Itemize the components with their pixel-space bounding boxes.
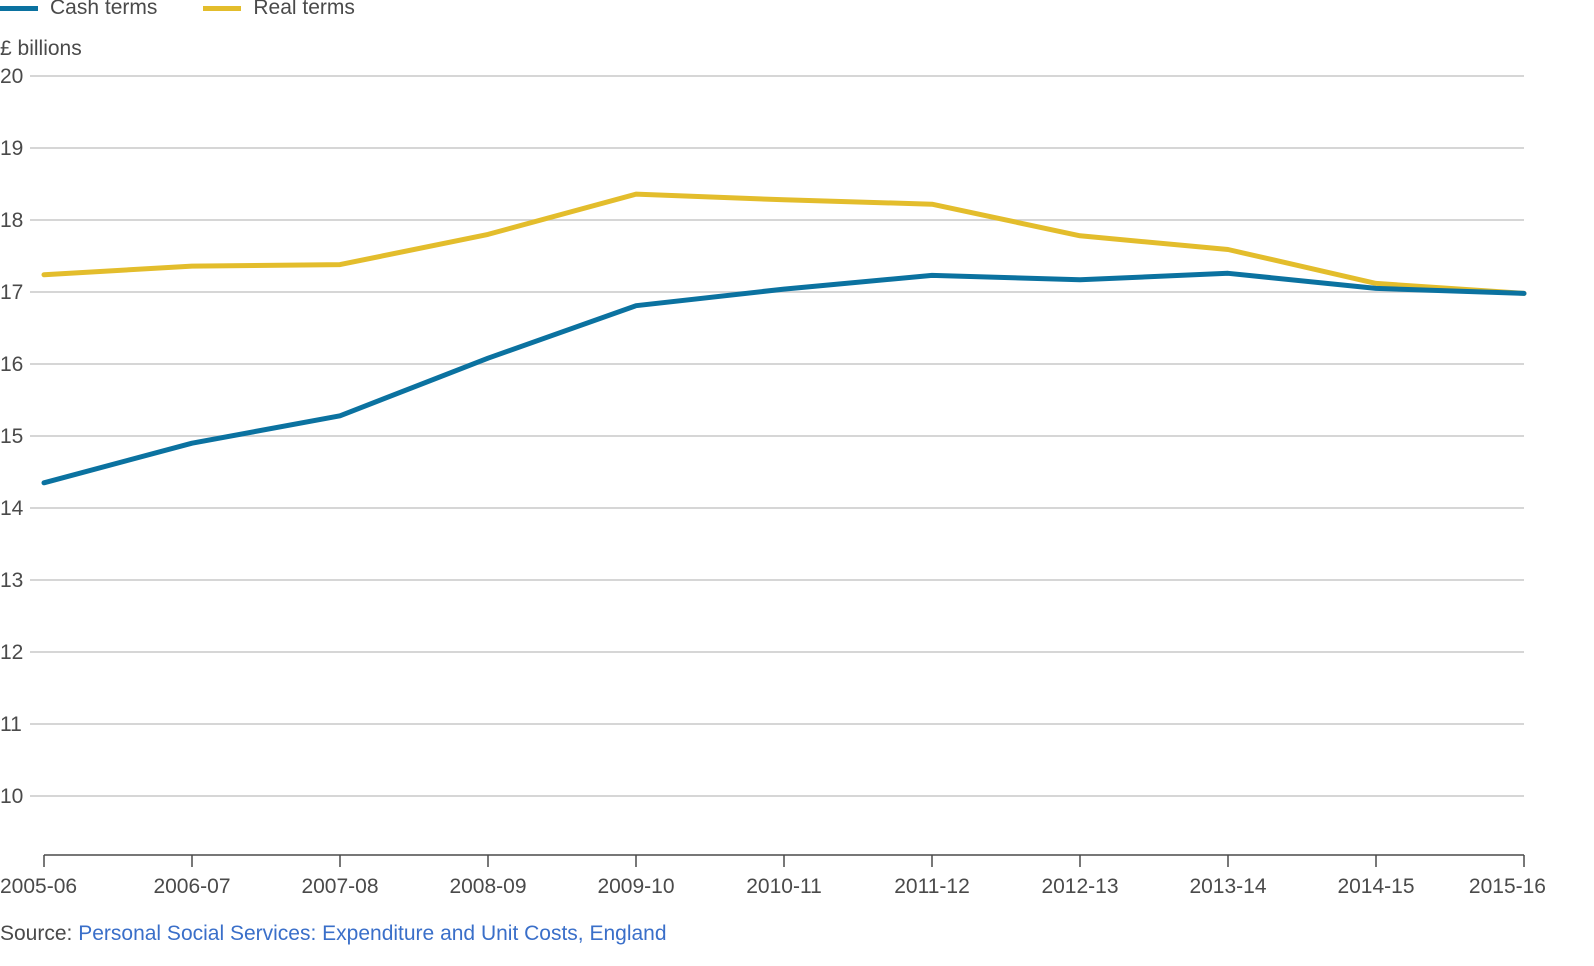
x-tick-label-2014-15: 2014-15 [1337, 875, 1414, 898]
legend-item-cash: Cash terms [0, 0, 157, 20]
x-tick-label-2011-12: 2011-12 [894, 875, 970, 898]
x-tick-label-2005-06: 2005-06 [0, 875, 77, 898]
y-tick-label-20: 20 [0, 65, 23, 88]
legend-label-real: Real terms [253, 0, 355, 19]
y-tick-label-16: 16 [0, 353, 23, 376]
y-tick-label-15: 15 [0, 425, 23, 448]
legend-label-cash: Cash terms [50, 0, 158, 19]
x-tick-label-2006-07: 2006-07 [153, 875, 230, 898]
y-tick-label-13: 13 [0, 569, 23, 592]
legend-item-real: Real terms [203, 0, 355, 20]
x-tick-label-2012-13: 2012-13 [1041, 875, 1118, 898]
y-tick-label-18: 18 [0, 209, 23, 232]
chart-legend: Cash terms Real terms [0, 0, 401, 20]
x-tick-label-2007-08: 2007-08 [301, 875, 378, 898]
x-tick-label-2009-10: 2009-10 [597, 875, 674, 898]
source-prefix: Source: [0, 922, 79, 945]
y-tick-label-14: 14 [0, 497, 24, 520]
y-tick-label-10: 10 [0, 785, 23, 808]
y-tick-label-17: 17 [0, 281, 23, 304]
source-note: Source: Personal Social Services: Expend… [0, 922, 667, 946]
legend-swatch-cash [0, 5, 38, 11]
y-axis-label: £ billions [0, 37, 82, 60]
legend-swatch-real [203, 5, 242, 11]
source-link[interactable]: Personal Social Services: Expenditure an… [78, 922, 667, 945]
x-tick-label-2013-14: 2013-14 [1189, 875, 1266, 898]
y-tick-label-12: 12 [0, 641, 23, 664]
x-tick-label-2010-11: 2010-11 [746, 875, 822, 898]
y-tick-label-19: 19 [0, 137, 23, 160]
x-tick-label-2008-09: 2008-09 [449, 875, 526, 898]
series-line-cash-terms [41, 270, 1527, 486]
y-tick-label-11: 11 [0, 713, 22, 736]
x-tick-label-2015-16: 2015-16 [1469, 875, 1546, 898]
